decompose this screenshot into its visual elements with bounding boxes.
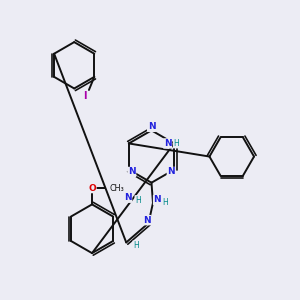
Text: N: N (143, 216, 151, 225)
Text: CH₃: CH₃ (110, 184, 124, 193)
Text: N: N (148, 122, 155, 131)
Text: H: H (162, 198, 168, 207)
Text: N: N (164, 139, 172, 148)
Text: N: N (124, 193, 132, 202)
Text: N: N (128, 167, 136, 176)
Text: I: I (83, 91, 86, 101)
Text: N: N (167, 167, 175, 176)
Text: H: H (133, 241, 139, 250)
Text: H: H (135, 196, 141, 205)
Text: O: O (88, 184, 96, 193)
Text: N: N (154, 195, 161, 204)
Text: H: H (173, 139, 179, 148)
